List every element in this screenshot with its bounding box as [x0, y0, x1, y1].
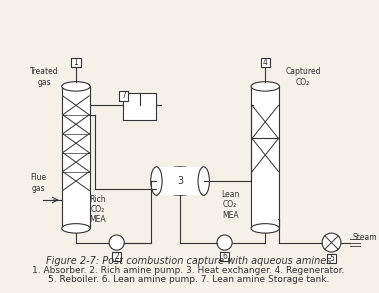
- Bar: [157, 167, 204, 195]
- Bar: [251, 86, 279, 228]
- Bar: [119, 91, 128, 100]
- Text: 6: 6: [222, 252, 227, 261]
- Bar: [327, 254, 336, 263]
- Text: 1: 1: [74, 58, 78, 67]
- Ellipse shape: [157, 167, 204, 195]
- Bar: [112, 252, 121, 261]
- Text: 4: 4: [263, 58, 268, 67]
- Text: 5: 5: [329, 254, 334, 263]
- Circle shape: [322, 233, 341, 252]
- Text: 5. Reboiler. 6. Lean amine pump. 7. Lean amine Storage tank.: 5. Reboiler. 6. Lean amine pump. 7. Lean…: [48, 275, 329, 284]
- Ellipse shape: [151, 167, 162, 195]
- Text: 2: 2: [114, 252, 119, 261]
- Text: 7: 7: [121, 91, 126, 100]
- Text: Flue
gas: Flue gas: [30, 173, 46, 193]
- Text: Lean
CO₂
MEA: Lean CO₂ MEA: [221, 190, 240, 220]
- Ellipse shape: [62, 224, 90, 233]
- Circle shape: [217, 235, 232, 250]
- Bar: [123, 93, 157, 120]
- Text: 1. Absorber. 2. Rich amine pump. 3. Heat exchanger. 4. Regenerator.: 1. Absorber. 2. Rich amine pump. 3. Heat…: [32, 266, 345, 275]
- Text: Figure 2-7: Post combustion capture with aqueous amines: Figure 2-7: Post combustion capture with…: [46, 256, 331, 267]
- Text: Captured
CO₂: Captured CO₂: [285, 67, 321, 87]
- Bar: [62, 86, 90, 228]
- Ellipse shape: [251, 224, 279, 233]
- Ellipse shape: [62, 82, 90, 91]
- Text: Rich
CO₂
MEA: Rich CO₂ MEA: [89, 195, 106, 224]
- Bar: [71, 58, 81, 67]
- Bar: [260, 58, 270, 67]
- Ellipse shape: [251, 82, 279, 91]
- Circle shape: [109, 235, 124, 250]
- Ellipse shape: [198, 167, 210, 195]
- Bar: [220, 252, 229, 261]
- Text: 3: 3: [177, 176, 183, 186]
- Text: Steam: Steam: [352, 233, 377, 242]
- Text: Treated
gas: Treated gas: [30, 67, 59, 87]
